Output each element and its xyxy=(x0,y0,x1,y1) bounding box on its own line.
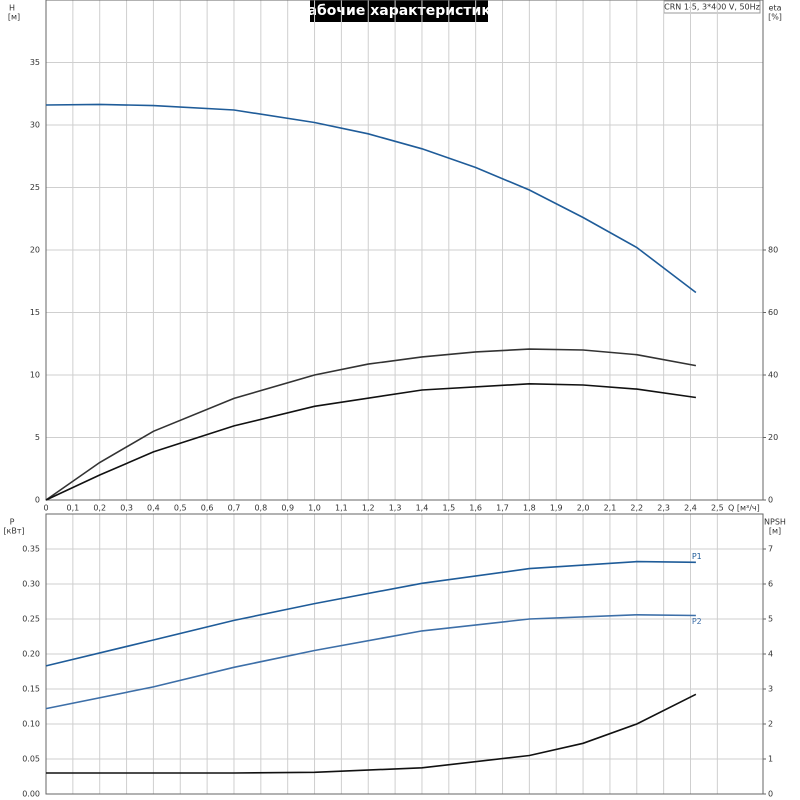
x-tick-label: 0,5 xyxy=(174,504,187,513)
y2-tick-label: 0 xyxy=(768,496,773,505)
y-tick-label: 0.10 xyxy=(22,720,40,729)
curve xyxy=(45,560,696,667)
y-tick-label: 10 xyxy=(30,371,40,380)
x-tick-label: 0,2 xyxy=(93,504,106,513)
x-tick-label: 2,2 xyxy=(630,504,643,513)
model: CRN 1-5, 3*400 V, 50Hz xyxy=(664,3,760,12)
x-tick-label: 2,0 xyxy=(577,504,590,513)
title-box xyxy=(310,0,488,22)
x-tick-label: 1,0 xyxy=(308,504,321,513)
y2-unit: [%] xyxy=(768,13,782,22)
y-tick-label: 0.15 xyxy=(22,685,40,694)
y-tick-label: 20 xyxy=(30,246,40,255)
y2-tick-label: 1 xyxy=(768,755,773,764)
y2-tick-label: 4 xyxy=(768,650,773,659)
y2-tick-label: 20 xyxy=(768,433,778,442)
y-label: P xyxy=(10,518,15,527)
x-tick-label: 1,9 xyxy=(550,504,563,513)
x-tick-label: 0,1 xyxy=(66,504,79,513)
plot-frame xyxy=(45,0,764,501)
y-tick-label: 0 xyxy=(35,496,40,505)
y-tick-label: 0.20 xyxy=(22,650,40,659)
x-tick-label: 1,6 xyxy=(469,504,482,513)
y-tick-label: 0.05 xyxy=(22,755,40,764)
y-tick-label: 30 xyxy=(30,121,40,130)
y-label: H xyxy=(9,4,15,13)
y2-tick-label: 2 xyxy=(768,720,773,729)
x-tick-label: 2,1 xyxy=(604,504,617,513)
x-tick-label: 0,9 xyxy=(281,504,294,513)
y-tick-label: 5 xyxy=(35,433,40,442)
title: Рабочие характеристики xyxy=(297,3,500,19)
y-tick-label: 0.00 xyxy=(22,790,40,799)
series-label: P2 xyxy=(692,617,702,626)
curve xyxy=(45,613,696,710)
curve xyxy=(46,693,697,774)
x-tick-label: 0 xyxy=(43,504,48,513)
y-tick-label: 35 xyxy=(30,58,40,67)
y2-label: eta xyxy=(769,4,782,13)
y2-tick-label: 7 xyxy=(768,545,773,554)
x-tick-label: 2,5 xyxy=(711,504,724,513)
y2-label: NPSH xyxy=(764,518,786,527)
x-tick-label: 1,3 xyxy=(389,504,402,513)
x-tick-label: 1,2 xyxy=(362,504,375,513)
x-tick-label: 0,3 xyxy=(120,504,133,513)
x-tick-label: 1,4 xyxy=(416,504,429,513)
curve xyxy=(45,348,697,501)
plot-frame xyxy=(45,513,764,795)
curve xyxy=(45,103,697,294)
x-tick-label: 1,8 xyxy=(523,504,536,513)
x-tick-label: 0,7 xyxy=(228,504,241,513)
y-tick-label: 15 xyxy=(30,308,40,317)
x-tick-label: 0,6 xyxy=(201,504,214,513)
y-tick-label: 0.30 xyxy=(22,580,40,589)
y2-tick-label: 3 xyxy=(768,685,773,694)
y2-tick-label: 6 xyxy=(768,580,773,589)
x-tick-label: 0,8 xyxy=(254,504,267,513)
series-label: P1 xyxy=(692,552,702,561)
y2-tick-label: 40 xyxy=(768,371,778,380)
y-tick-label: 0.25 xyxy=(22,615,40,624)
y2-tick-label: 60 xyxy=(768,308,778,317)
x-tick-label: 1,1 xyxy=(335,504,348,513)
x-tick-label: 0,4 xyxy=(147,504,160,513)
y-unit: [кВт] xyxy=(3,527,24,536)
y-tick-label: 25 xyxy=(30,183,40,192)
x-tick-label: 2,4 xyxy=(684,504,697,513)
y2-unit: [м] xyxy=(769,527,781,536)
y-tick-label: 0.35 xyxy=(22,545,40,554)
y2-tick-label: 80 xyxy=(768,246,778,255)
curve xyxy=(45,382,697,501)
x-tick-label: 2,3 xyxy=(657,504,670,513)
y2-tick-label: 0 xyxy=(768,790,773,799)
x-tick-label: 1,5 xyxy=(442,504,455,513)
x-label: Q [м³/ч] xyxy=(728,504,760,513)
x-tick-label: 1,7 xyxy=(496,504,509,513)
y2-tick-label: 5 xyxy=(768,615,773,624)
y-unit: [м] xyxy=(8,13,20,22)
